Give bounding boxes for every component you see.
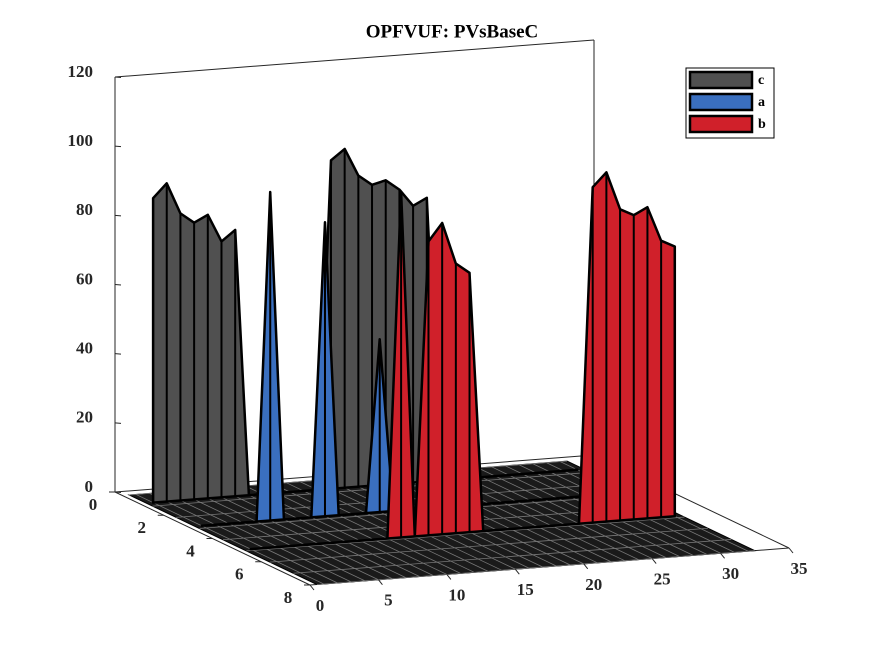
z-tick	[114, 145, 122, 148]
floor-grid	[464, 468, 653, 559]
floor-grid	[258, 484, 448, 575]
x-tick-label: 20	[585, 575, 602, 594]
legend-swatch	[688, 92, 754, 112]
z-tick-label: 20	[76, 408, 93, 427]
x-tick	[788, 547, 794, 554]
floor-grid	[163, 491, 352, 583]
y-tick-label: 2	[138, 518, 147, 537]
floor-grid	[293, 539, 732, 574]
z-tick	[114, 422, 122, 424]
x-tick-label: 0	[316, 596, 325, 615]
x-tick	[378, 579, 383, 586]
z-tick-label: 40	[76, 339, 93, 358]
floor-grid	[176, 490, 365, 582]
legend-label: b	[758, 117, 766, 132]
x-tick	[446, 574, 452, 580]
floor-grid	[204, 488, 393, 580]
floor-grid	[246, 516, 685, 552]
x-tick-label: 25	[654, 569, 671, 588]
z-tick-label: 100	[68, 131, 94, 150]
x-tick	[583, 563, 589, 570]
ribbon-surface	[151, 147, 579, 504]
floor-grid	[269, 527, 708, 563]
y-tick-label: 6	[235, 565, 244, 584]
ribbon	[249, 171, 677, 551]
x-tick-label: 10	[448, 585, 465, 604]
floor-grid	[190, 489, 379, 581]
z-tick-label: 60	[76, 269, 93, 288]
floor-grid	[477, 467, 667, 558]
y-tick-label: 4	[186, 541, 195, 560]
z-tick	[114, 491, 122, 493]
x-tick-label: 35	[791, 559, 808, 578]
legend-swatch	[688, 70, 754, 90]
floor-grid	[149, 493, 338, 584]
x-tick-label: 30	[722, 564, 739, 583]
floor-grid	[450, 469, 639, 560]
z-tick	[114, 284, 122, 286]
x-tick	[514, 568, 520, 575]
z-tick	[114, 353, 122, 355]
z-tick	[114, 214, 122, 217]
x-tick-label: 5	[384, 591, 393, 610]
chart-title: OPFVUF: PVsBaseC	[366, 21, 539, 42]
x-tick	[309, 584, 315, 591]
z-tick-label: 0	[85, 477, 94, 496]
x-tick-label: 15	[517, 580, 534, 599]
ribbon	[151, 147, 579, 504]
z-tick-label: 120	[68, 62, 94, 81]
floor-grid	[316, 550, 755, 585]
floor-grid	[272, 483, 461, 574]
y-tick-label: 0	[89, 495, 98, 514]
ribbon-surface	[249, 171, 677, 551]
floor-grid	[135, 494, 324, 585]
legend-label: c	[758, 73, 764, 88]
x-tick	[720, 552, 725, 559]
floor-grid	[217, 487, 406, 578]
legend-label: a	[758, 95, 765, 110]
z-tick-label: 80	[76, 200, 93, 219]
z-tick	[114, 76, 122, 78]
x-tick	[651, 558, 657, 564]
axis-line	[114, 39, 595, 78]
y-tick-label: 8	[284, 588, 293, 607]
legend-swatch	[688, 114, 754, 134]
